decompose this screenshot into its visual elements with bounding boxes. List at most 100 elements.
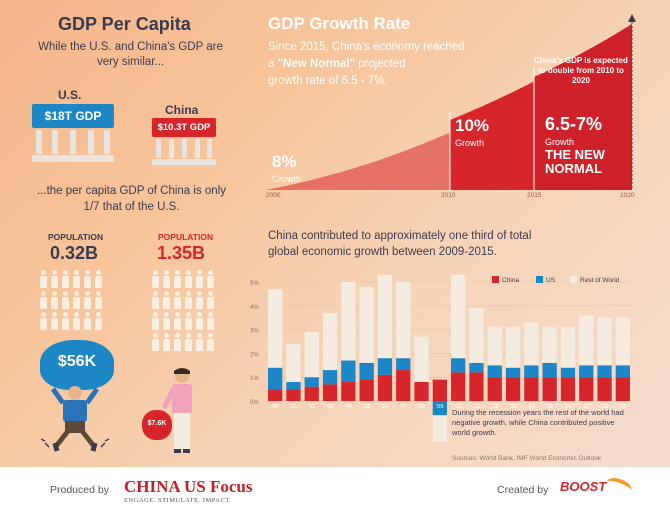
seg3-value: 6.5-7% [545, 114, 603, 134]
y-tick-label: 4% [250, 305, 259, 311]
person-icon [174, 312, 181, 330]
boost-logo[interactable]: BOOST [560, 479, 607, 494]
bar-us [615, 365, 630, 378]
bar-rest-of-world [359, 286, 374, 363]
person-icon [51, 312, 58, 330]
bar-us [341, 360, 356, 382]
x-tick-label: '00 [272, 404, 279, 410]
person-icon [174, 270, 181, 288]
growth-curve-graphic [266, 14, 636, 190]
bar-china [432, 379, 447, 401]
x-tick-label: '05 [363, 404, 370, 410]
bar-china [542, 377, 557, 401]
bar-china [268, 389, 283, 401]
person-icon [73, 270, 80, 288]
person-icon [185, 312, 192, 330]
china-label: China [165, 103, 199, 117]
y-tick-label: 0% [250, 400, 259, 406]
person-icon [40, 270, 47, 288]
x-tick-label: '16 [564, 404, 571, 410]
us-label: U.S. [58, 88, 82, 102]
x-tick-label: '03 [326, 404, 333, 410]
bar-china [560, 377, 576, 401]
x-tick-label: '01 [290, 404, 297, 410]
bar-rest-of-world [597, 317, 612, 366]
bar-china [377, 374, 393, 401]
us-population-label: POPULATION [48, 232, 104, 242]
per-capita-text: ...the per capita GDP of China is only 1… [37, 185, 226, 213]
brand-tagline: ENGAGE. STIMULATE. IMPACT. [124, 497, 232, 504]
person-icon [40, 291, 47, 309]
bar-rest-of-world [432, 415, 447, 442]
new-normal-label: THE NEW NORMAL [545, 148, 605, 176]
bar-us [524, 365, 539, 378]
x-tick-label: '04 [345, 404, 352, 410]
china-us-focus-logo[interactable]: CHINA US Focus [124, 477, 253, 496]
y-tick-label: 1% [250, 376, 259, 382]
bar-china [615, 377, 630, 401]
new-normal-line1: THE NEW [545, 147, 605, 162]
us-money-bag-icon [40, 340, 114, 390]
x-tick-label: '19 [619, 404, 626, 410]
x-tick-label: '07 [400, 404, 407, 410]
bar-us [487, 365, 502, 378]
bar-rest-of-world [414, 336, 429, 382]
person-icon [152, 333, 159, 351]
bar-rest-of-world [322, 312, 338, 371]
us-man-figure [40, 386, 110, 452]
person-icon [207, 270, 214, 288]
bar-rest-of-world [377, 274, 393, 359]
person-icon [185, 291, 192, 309]
contribution-bar-chart: 5% 4% 3% 2% 1% 0% '00 '01 '02 '03 '04 '05 '06 '07 '08 '… [250, 274, 632, 442]
person-icon [62, 291, 69, 309]
x-tick-label: '14 [528, 404, 535, 410]
bar-us [451, 358, 466, 373]
x-tick-label: '17 [583, 404, 590, 410]
bar-china [396, 370, 411, 401]
person-icon [207, 291, 214, 309]
china-bank-icon: $10.3T GDP [152, 115, 216, 165]
person-icon [163, 291, 170, 309]
us-population-value: 0.32B [50, 243, 99, 263]
x-tick-label: '18 [601, 404, 608, 410]
person-icon [163, 312, 170, 330]
person-icon [95, 291, 102, 309]
bar-china [579, 377, 594, 401]
china-population-value: 1.35B [157, 243, 206, 263]
x-tick-label: '06 [381, 404, 388, 410]
growth-desc-line2: a "New Normal" projected [268, 57, 405, 72]
china-man-figure [161, 368, 192, 453]
bar-rest-of-world [579, 315, 594, 366]
legend-label: China [502, 277, 519, 284]
bar-china [469, 372, 484, 401]
person-icon [207, 312, 214, 330]
bar-rest-of-world [286, 343, 301, 382]
boost-swoosh-icon [604, 474, 634, 498]
sources-text: Sources: World Bank, IMF World Economic … [452, 455, 601, 462]
legend-label: US [546, 277, 556, 284]
bar-china [487, 377, 502, 401]
bar-us [304, 377, 319, 387]
bar-rest-of-world [396, 282, 411, 359]
growth-desc-pre: a [268, 58, 278, 70]
bar-us [377, 358, 393, 375]
double-note: China's GDP is expected to double from 2… [534, 56, 628, 85]
year-2020: 2020 [620, 192, 635, 199]
bar-rest-of-world [615, 317, 630, 366]
gdp-per-capita-title: GDP Per Capita [58, 14, 191, 34]
new-normal-line2: NORMAL [545, 161, 603, 176]
x-tick-label: '13 [509, 404, 516, 410]
bar-us [359, 362, 374, 380]
growth-desc-line3: growth rate of 6.5 - 7%. [268, 75, 388, 87]
bar-us [597, 365, 612, 378]
bar-rest-of-world [304, 331, 319, 378]
person-icon [163, 270, 170, 288]
contrib-text-line2: global economic growth between 2009-2015… [268, 246, 497, 258]
person-icon [73, 291, 80, 309]
bar-us [542, 362, 557, 378]
year-2015: 2015 [527, 192, 542, 199]
bar-rest-of-world [560, 327, 576, 368]
bar-rest-of-world [469, 308, 484, 363]
bar-us [579, 365, 594, 378]
bar-us [432, 401, 447, 416]
